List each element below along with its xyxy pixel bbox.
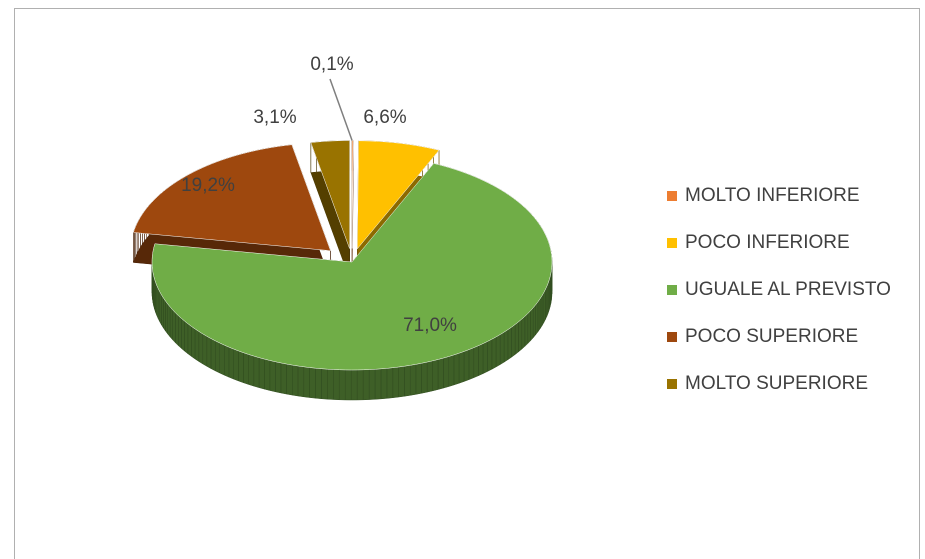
legend-label: MOLTO INFERIORE bbox=[685, 185, 860, 206]
leader-line bbox=[329, 78, 353, 141]
slice bbox=[357, 140, 440, 250]
legend-label: POCO INFERIORE bbox=[685, 232, 850, 253]
legend-swatch bbox=[667, 379, 677, 389]
legend-swatch bbox=[667, 191, 677, 201]
data-label: 3,1% bbox=[253, 107, 296, 128]
legend-label: POCO SUPERIORE bbox=[685, 326, 858, 347]
data-label: 71,0% bbox=[403, 315, 457, 336]
legend-swatch bbox=[667, 332, 677, 342]
data-label: 6,6% bbox=[363, 107, 406, 128]
legend-swatch bbox=[667, 238, 677, 248]
slice bbox=[310, 140, 350, 249]
slice bbox=[133, 144, 331, 251]
legend-swatch bbox=[667, 285, 677, 295]
slice bbox=[351, 140, 354, 249]
data-label: 0,1% bbox=[310, 54, 353, 75]
slice bbox=[151, 163, 553, 371]
legend-label: UGUALE AL PREVISTO bbox=[685, 279, 891, 300]
legend-label: MOLTO SUPERIORE bbox=[685, 373, 868, 394]
data-label: 19,2% bbox=[181, 175, 235, 196]
